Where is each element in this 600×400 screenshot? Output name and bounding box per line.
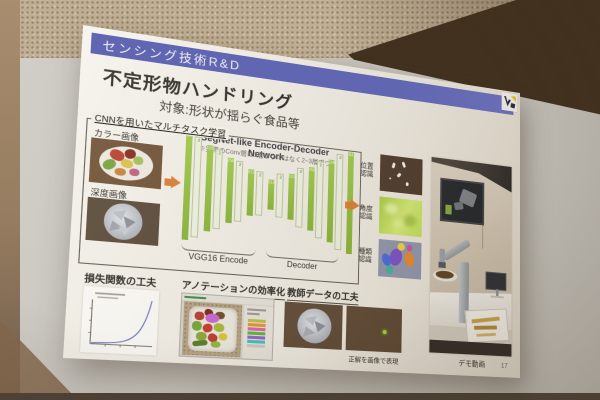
demo-photo xyxy=(429,156,512,357)
class-output-image xyxy=(378,238,422,280)
food-item-shape xyxy=(129,168,140,177)
class-blob xyxy=(385,265,394,275)
network-bar-conv: 512 xyxy=(287,173,296,220)
network-bar-conv: 256 xyxy=(307,166,316,231)
robot-arm-upper xyxy=(441,238,472,262)
class-blob xyxy=(403,251,416,268)
annotation-photo-area xyxy=(181,301,243,358)
network-bar-channels: 512 xyxy=(247,169,255,175)
network-bar-conv: 512 xyxy=(267,179,276,210)
output-label-class: 種類認識 xyxy=(358,247,372,264)
network-bar-pool: 2 xyxy=(212,148,223,230)
network-bar-channels: 256 xyxy=(308,167,316,173)
panel-text-line xyxy=(247,312,260,315)
network-bar-channels: 128 xyxy=(206,145,215,151)
network-bar-conv: 128 xyxy=(326,159,336,243)
network-bar-channels: 2 xyxy=(217,150,221,156)
monitor-green-overlay xyxy=(445,204,452,215)
answer-dot xyxy=(382,329,387,335)
demo-monitor xyxy=(439,177,485,226)
food-item-shape xyxy=(194,311,205,321)
detection-mark xyxy=(405,182,409,187)
legend-color-bar xyxy=(247,327,266,331)
food-item-shape xyxy=(191,320,202,331)
v-logo-glyph xyxy=(504,95,516,109)
loss-function-plot xyxy=(80,285,160,356)
detection-mark xyxy=(389,177,392,180)
class-blob xyxy=(406,244,413,252)
legend-color-bar xyxy=(247,335,266,340)
color-input-image xyxy=(88,137,163,190)
food-item-shape xyxy=(133,155,144,166)
depth-bowl xyxy=(296,307,332,345)
network-bar-channels: 2 xyxy=(299,169,302,174)
legend-color-bar xyxy=(247,322,266,327)
legend-color-bar xyxy=(247,343,265,348)
output-label-angle: 角度認識 xyxy=(359,204,373,221)
network-bar-conv: 512 xyxy=(246,168,255,217)
depth-bowl xyxy=(102,201,144,242)
network-bar-channels: 2 xyxy=(238,162,241,167)
arrow-right-icon xyxy=(350,199,360,212)
annotation-side-panel xyxy=(242,305,274,360)
network-bar-pool: 2 xyxy=(190,136,203,238)
detection-mark xyxy=(391,162,396,169)
bottom-edge-strip xyxy=(0,393,600,400)
network-bar-channels: 2 xyxy=(197,138,200,143)
depth-input-image xyxy=(85,196,161,246)
loss-plot-chart xyxy=(80,286,159,356)
network-bar-channels: 2 xyxy=(319,162,322,168)
position-output-image xyxy=(379,154,423,196)
annotation-tool-screenshot xyxy=(178,292,275,361)
demo-caption: デモ動画 xyxy=(458,358,486,369)
legend-color-bar xyxy=(247,318,266,323)
food-item-shape xyxy=(210,340,221,348)
tray-item xyxy=(476,332,496,337)
robot-gripper xyxy=(438,261,446,269)
network-bar-pool: 2 xyxy=(314,161,324,239)
network-bar-pool: 2 xyxy=(295,167,304,228)
legend-color-bar xyxy=(247,331,266,335)
output-label-position: 位置認識 xyxy=(360,162,374,179)
teacher-caption: 正解を画像で表現 xyxy=(348,356,399,366)
network-bar-channels: 512 xyxy=(267,179,276,185)
network-bars: 642128225625122512251222562128264 xyxy=(181,132,354,255)
legend-color-bar xyxy=(247,339,266,344)
detection-mark xyxy=(401,161,407,168)
arrow-right-icon xyxy=(170,175,182,190)
tray-item xyxy=(471,316,500,324)
tray-item xyxy=(473,325,497,330)
network-bar-channels: 64 xyxy=(348,152,354,158)
demo-side-monitor xyxy=(485,271,507,292)
network-bar-pool: 2 xyxy=(233,160,244,223)
food-item-shape xyxy=(114,167,127,177)
monitor-shape xyxy=(453,201,464,211)
network-bar-channels: 128 xyxy=(328,159,336,165)
network-bar-pool: 2 xyxy=(275,173,284,218)
angle-blotch xyxy=(403,214,417,228)
angle-blotch xyxy=(392,218,404,229)
teacher-depth-image xyxy=(283,301,343,350)
detection-mark xyxy=(396,172,402,178)
left-wall-pillar xyxy=(0,0,20,400)
demo-parts-tray xyxy=(464,308,510,344)
company-logo-icon xyxy=(501,91,518,113)
angle-output-image xyxy=(378,196,423,238)
page-number: 17 xyxy=(500,362,508,370)
network-bar-pool: 2 xyxy=(254,170,264,216)
network-bar-conv: 256 xyxy=(225,157,235,224)
food-item-shape xyxy=(218,332,228,341)
network-bar-channels: 2 xyxy=(338,155,342,160)
panel-text-line xyxy=(247,308,267,312)
angle-blotch xyxy=(384,202,399,215)
network-bar-channels: 2 xyxy=(278,174,282,180)
network-bar-channels: 512 xyxy=(288,174,296,179)
class-blob xyxy=(397,242,405,252)
network-bar-channels: 256 xyxy=(227,157,235,164)
teacher-answer-image xyxy=(345,305,403,353)
network-bar-channels: 2 xyxy=(258,172,262,178)
